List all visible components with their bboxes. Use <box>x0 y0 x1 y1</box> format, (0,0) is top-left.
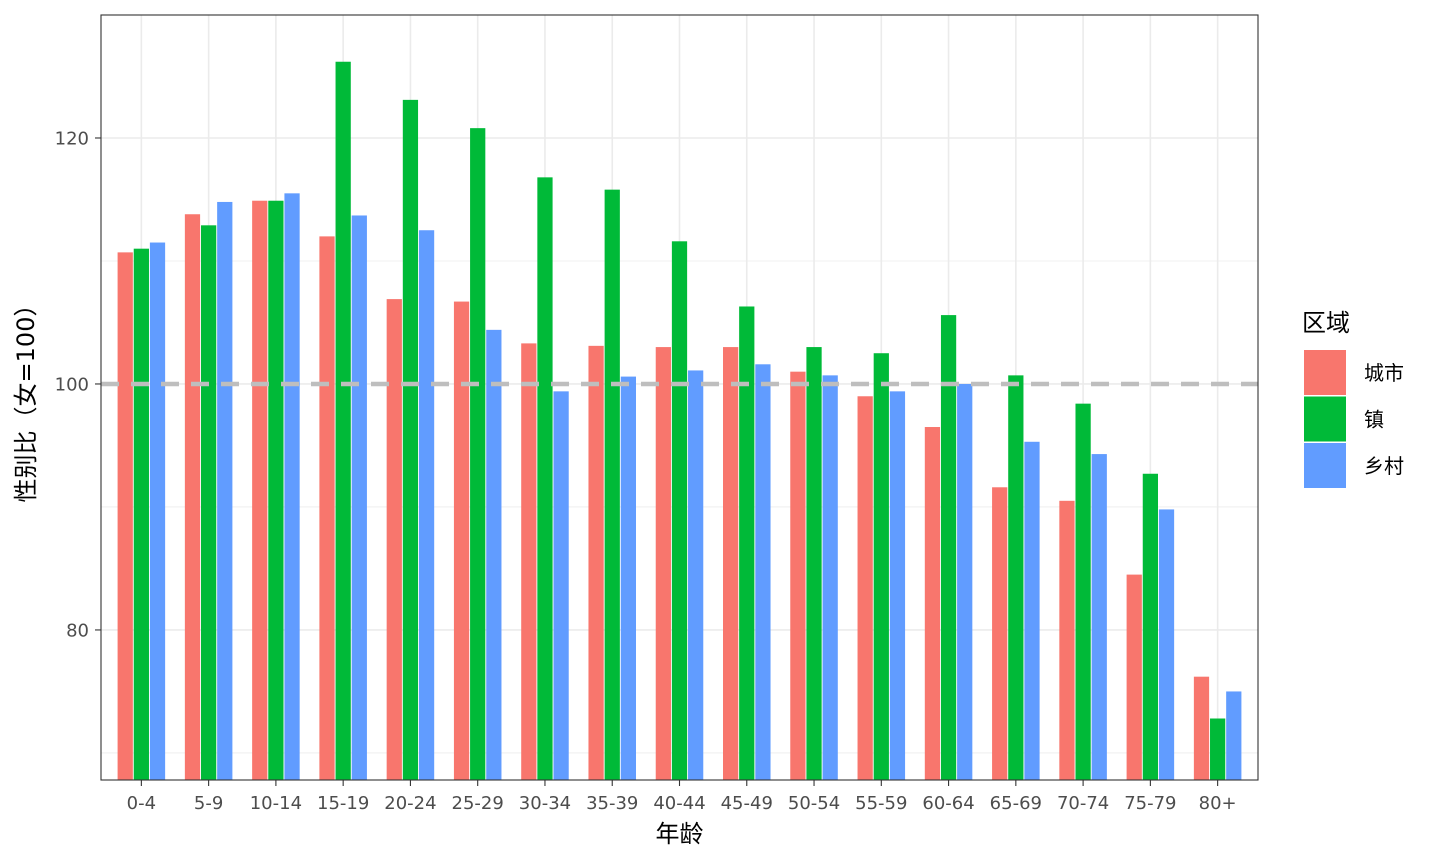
bar-10-14-series-2 <box>284 193 300 781</box>
bar-45-49-series-0 <box>723 347 739 780</box>
bar-15-19-series-1 <box>335 61 351 781</box>
legend-label-1: 镇 <box>1364 408 1384 432</box>
bar-55-59-series-1 <box>873 353 889 780</box>
x-tick-label-8: 40-44 <box>653 793 705 814</box>
bar-25-29-series-1 <box>470 128 486 780</box>
bar-60-64-series-1 <box>940 315 957 780</box>
bar-35-39-series-0 <box>588 345 604 780</box>
bar-30-34-series-0 <box>521 343 537 780</box>
x-tick-label-13: 65-69 <box>990 793 1042 814</box>
legend-title: 区域 <box>1302 309 1350 337</box>
bar-70-74-series-0 <box>1059 500 1075 780</box>
bar-70-74-series-1 <box>1075 403 1091 780</box>
bar-20-24-series-2 <box>418 230 435 780</box>
bar-65-69-series-2 <box>1024 441 1040 780</box>
y-tick-label-2: 120 <box>55 128 89 149</box>
x-tick-label-3: 15-19 <box>317 793 369 814</box>
legend-key-2 <box>1304 443 1346 488</box>
bar-20-24-series-0 <box>386 299 402 780</box>
bar-0-4-series-0 <box>117 252 133 780</box>
bar-30-34-series-2 <box>553 391 569 780</box>
legend-key-1 <box>1304 396 1346 442</box>
y-tick-label-0: 80 <box>66 620 89 641</box>
x-tick-label-6: 30-34 <box>519 793 571 814</box>
plot-panel <box>100 14 1259 781</box>
x-tick-label-1: 5-9 <box>194 793 223 814</box>
bar-50-54-series-1 <box>806 347 822 780</box>
x-tick-label-7: 35-39 <box>586 793 638 814</box>
bar-5-9-series-1 <box>201 225 217 781</box>
bar-75-79-series-0 <box>1126 574 1142 780</box>
bar-80+-series-0 <box>1193 676 1210 780</box>
x-tick-label-14: 70-74 <box>1057 793 1109 814</box>
x-tick-label-10: 50-54 <box>788 793 840 814</box>
bar-65-69-series-0 <box>992 487 1008 780</box>
legend-label-0: 城市 <box>1364 361 1404 385</box>
bar-25-29-series-0 <box>453 301 470 780</box>
y-axis-title: 性别比（女=100） <box>12 293 40 503</box>
bar-10-14-series-1 <box>268 200 284 780</box>
bar-15-19-series-0 <box>319 236 335 780</box>
bar-75-79-series-2 <box>1158 509 1175 780</box>
bar-15-19-series-2 <box>351 215 367 781</box>
bar-65-69-series-1 <box>1008 375 1024 780</box>
bar-55-59-series-0 <box>857 396 873 780</box>
legend-label-2: 乡村 <box>1364 454 1404 478</box>
bar-70-74-series-2 <box>1091 454 1107 780</box>
bar-80+-series-2 <box>1226 691 1242 780</box>
bar-50-54-series-0 <box>790 371 806 780</box>
x-tick-label-12: 60-64 <box>922 793 974 814</box>
x-axis: 0-4 5-9 10-14 15-19 20-24 25-29 30-34 35-39 40-4… <box>127 780 1237 814</box>
x-tick-label-11: 55-59 <box>855 793 907 814</box>
x-tick-label-16: 80+ <box>1199 793 1237 814</box>
y-tick-label-1: 100 <box>55 374 89 395</box>
bar-25-29-series-2 <box>486 329 502 780</box>
bar-10-14-series-0 <box>252 200 268 780</box>
legend-key-0 <box>1304 350 1346 395</box>
x-tick-label-4: 20-24 <box>384 793 436 814</box>
bar-35-39-series-2 <box>620 376 636 780</box>
x-tick-label-0: 0-4 <box>127 793 156 814</box>
bar-0-4-series-1 <box>133 248 149 781</box>
bar-80+-series-1 <box>1210 718 1226 780</box>
bar-40-44-series-1 <box>671 241 688 780</box>
bar-5-9-series-0 <box>184 214 201 780</box>
bar-40-44-series-2 <box>688 370 704 780</box>
bar-60-64-series-0 <box>924 427 941 780</box>
bar-35-39-series-1 <box>604 189 620 780</box>
bar-20-24-series-1 <box>402 99 419 780</box>
bar-5-9-series-2 <box>217 201 233 781</box>
bar-50-54-series-2 <box>822 375 838 780</box>
bar-30-34-series-1 <box>537 177 553 780</box>
bar-75-79-series-1 <box>1142 473 1158 780</box>
bar-45-49-series-1 <box>739 306 755 780</box>
x-tick-label-9: 45-49 <box>721 793 773 814</box>
bar-40-44-series-0 <box>655 347 671 780</box>
bars <box>117 61 1242 781</box>
bar-45-49-series-2 <box>755 364 771 780</box>
x-tick-label-5: 25-29 <box>452 793 504 814</box>
bar-0-4-series-2 <box>149 242 166 780</box>
x-axis-title: 年龄 <box>656 820 704 848</box>
bar-55-59-series-2 <box>889 391 906 780</box>
x-tick-label-15: 75-79 <box>1124 793 1176 814</box>
y-axis: 80 100 120 <box>55 128 101 641</box>
x-tick-label-2: 10-14 <box>250 793 302 814</box>
bar-60-64-series-2 <box>957 383 973 780</box>
